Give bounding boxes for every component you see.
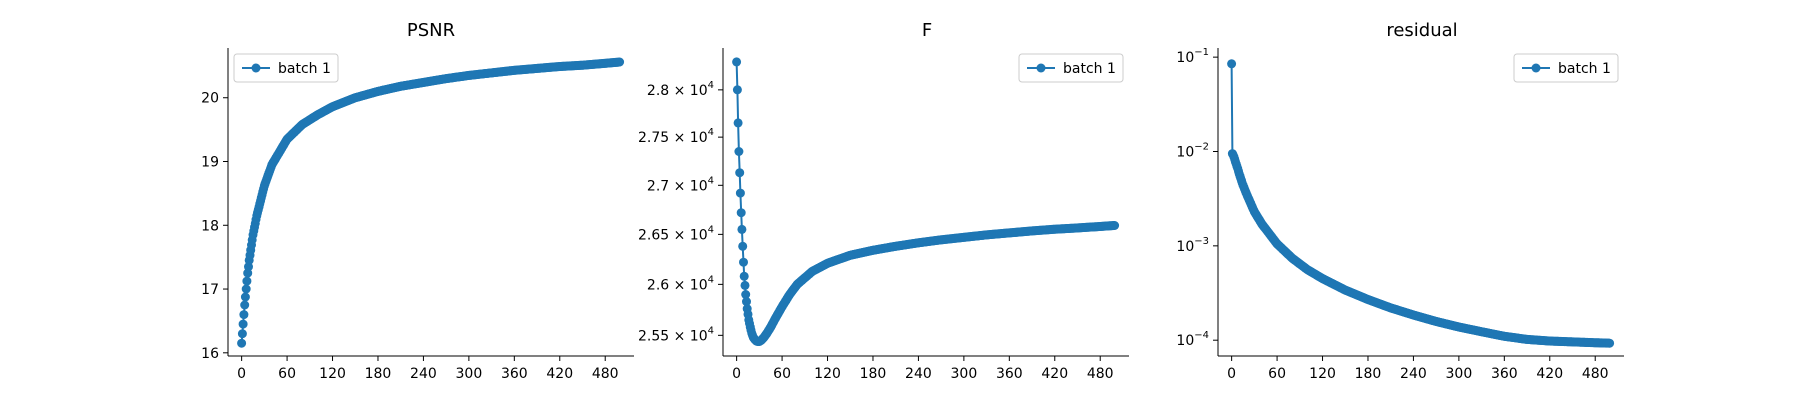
x-tick-label: 180 <box>1355 366 1382 382</box>
data-point <box>738 241 748 251</box>
y-tick-label: 10−4 <box>1176 330 1209 349</box>
y-tick-label: 2.65 × 104 <box>638 224 714 243</box>
data-point <box>735 168 745 178</box>
chart-title: F <box>922 20 932 41</box>
y-tick-label: 10−3 <box>1176 236 1209 255</box>
legend-marker <box>1531 63 1541 73</box>
data-point <box>739 257 748 267</box>
x-tick-label: 300 <box>456 366 483 382</box>
x-tick-label: 0 <box>237 366 246 382</box>
data-point <box>741 290 751 299</box>
data-point <box>736 208 746 218</box>
x-tick-label: 120 <box>319 366 346 382</box>
x-tick-label: 360 <box>501 366 528 382</box>
x-tick-label: 360 <box>996 366 1023 382</box>
y-tick-label: 19 <box>201 155 219 171</box>
data-point <box>240 292 250 302</box>
x-tick-label: 60 <box>1268 366 1286 382</box>
x-tick-label: 480 <box>592 366 619 382</box>
x-tick-label: 120 <box>814 366 841 382</box>
data-point <box>740 280 750 290</box>
data-point <box>238 319 248 329</box>
x-tick-label: 240 <box>410 366 437 382</box>
legend-box <box>1513 53 1619 83</box>
y-tick-label: 18 <box>201 218 219 234</box>
legend-label: batch 1 <box>1558 61 1611 77</box>
data-point <box>242 276 252 286</box>
data-point <box>732 57 742 67</box>
data-point <box>240 300 250 310</box>
legend-label: batch 1 <box>1063 61 1116 77</box>
chart-title: residual <box>1386 20 1457 41</box>
data-point <box>734 147 744 156</box>
y-tick-label: 17 <box>201 282 219 298</box>
x-tick-label: 420 <box>1041 366 1068 382</box>
plot-area: 0 60 120 180 240 300 360 420 480 16 17 18 19 20 batch … <box>201 48 634 382</box>
data-point <box>237 338 247 348</box>
series-line <box>735 61 1115 343</box>
data-point <box>737 224 747 234</box>
y-tick-label: 2.6 × 104 <box>647 274 714 293</box>
x-tick-label: 360 <box>1491 366 1518 382</box>
y-tick-label: 10−2 <box>1176 141 1209 160</box>
data-point <box>742 297 751 307</box>
data-point <box>732 85 742 95</box>
x-tick-label: 120 <box>1309 366 1336 382</box>
legend-marker <box>1036 63 1046 73</box>
legend-label: batch 1 <box>278 61 331 77</box>
x-tick-label: 480 <box>1582 366 1609 382</box>
legend-marker <box>251 63 261 73</box>
x-tick-label: 0 <box>732 366 741 382</box>
y-tick-label: 2.55 × 104 <box>638 325 714 344</box>
data-point <box>239 310 249 320</box>
data-point <box>241 284 251 294</box>
x-tick-label: 60 <box>278 366 296 382</box>
plot-area: 0 60 120 180 240 300 360 420 480 10−4 10−3 10−2 10−1… <box>1176 47 1624 382</box>
panel-psnr: PSNR 0 60 120 180 240 300 360 420 480 16 17 18 19 20 b… <box>201 20 634 382</box>
x-tick-label: 420 <box>1536 366 1563 382</box>
x-tick-label: 240 <box>905 366 932 382</box>
legend-box <box>1018 53 1124 83</box>
x-tick-label: 420 <box>546 366 573 382</box>
x-tick-label: 480 <box>1087 366 1114 382</box>
y-tick-label: 2.75 × 104 <box>638 127 714 146</box>
chart-title: PSNR <box>407 20 455 41</box>
x-tick-label: 0 <box>1227 366 1236 382</box>
x-tick-label: 180 <box>860 366 887 382</box>
y-tick-label: 10−1 <box>1176 47 1209 66</box>
x-tick-label: 300 <box>951 366 978 382</box>
data-point <box>1227 59 1237 69</box>
series-line <box>240 61 620 344</box>
data-point <box>1110 221 1120 230</box>
x-tick-label: 300 <box>1446 366 1473 382</box>
data-point <box>733 118 743 128</box>
plot-area: 0 60 120 180 240 300 360 420 480 2.55 × 104 2.6 × … <box>638 48 1129 382</box>
y-tick-label: 2.8 × 104 <box>647 80 714 99</box>
x-tick-label: 180 <box>365 366 392 382</box>
y-tick-label: 2.7 × 104 <box>647 175 714 194</box>
x-tick-label: 60 <box>773 366 791 382</box>
series-line <box>1230 63 1610 345</box>
panel-residual: residual 0 60 120 180 240 300 360 420 480 10−4 10−… <box>1176 20 1624 382</box>
data-point <box>739 271 749 281</box>
data-point <box>237 329 247 339</box>
legend-box <box>233 53 339 83</box>
data-point <box>615 57 625 67</box>
data-point <box>1605 338 1615 348</box>
y-tick-label: 16 <box>201 346 219 362</box>
panel-f: F 0 60 120 180 240 300 360 420 480 2.55 × 104 2.6 … <box>638 20 1129 382</box>
x-tick-label: 240 <box>1400 366 1427 382</box>
data-point <box>735 188 745 198</box>
y-tick-label: 20 <box>201 91 219 107</box>
